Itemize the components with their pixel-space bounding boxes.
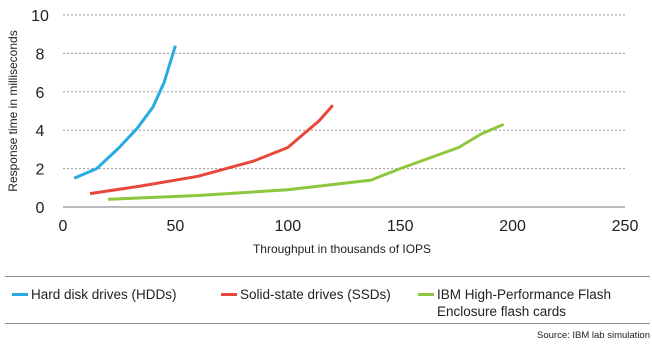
series-line-0 (73, 45, 177, 180)
y-axis-label: Response time in milliseconds (6, 30, 20, 191)
legend-swatch-ssd (221, 293, 237, 296)
x-tick-label: 100 (274, 218, 301, 235)
y-tick-label: 10 (31, 8, 49, 25)
legend-label-flash: IBM High-Performance Flash Enclosure fla… (437, 287, 612, 319)
legend-item-hdd: Hard disk drives (HDDs) (12, 286, 177, 303)
x-tick-label: 50 (167, 218, 185, 235)
y-tick-label: 6 (36, 85, 45, 102)
legend-item-flash: IBM High-Performance Flash Enclosure fla… (418, 286, 650, 320)
x-tick-label: 0 (59, 218, 68, 235)
grid-lines (63, 14, 625, 170)
source-note: Source: IBM lab simulation (537, 330, 650, 341)
legend-swatch-hdd (12, 293, 28, 296)
x-tick-label: 250 (612, 218, 639, 235)
x-tick-label: 200 (499, 218, 526, 235)
y-tick-label: 0 (36, 200, 45, 217)
legend: Hard disk drives (HDDs) Solid-state driv… (5, 276, 650, 324)
legend-label-hdd: Hard disk drives (HDDs) (31, 287, 177, 302)
series-line-1 (89, 104, 334, 196)
legend-swatch-flash (418, 293, 434, 296)
y-tick-label: 2 (36, 162, 45, 179)
legend-item-ssd: Solid-state drives (SSDs) (221, 286, 391, 303)
series-lines (73, 45, 505, 201)
legend-label-ssd: Solid-state drives (SSDs) (240, 287, 391, 302)
y-tick-label: 8 (36, 46, 45, 63)
x-axis-label: Throughput in thousands of IOPS (253, 242, 431, 256)
x-tick-label: 150 (387, 218, 414, 235)
series-line-2 (107, 123, 505, 201)
y-tick-label: 4 (36, 123, 45, 140)
